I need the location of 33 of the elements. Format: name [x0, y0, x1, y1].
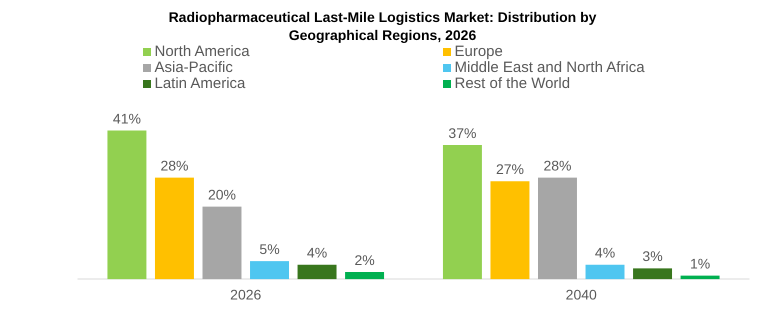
data-label: 41%: [112, 110, 141, 126]
x-tick-label: 2026: [230, 286, 262, 302]
bar: [298, 264, 337, 280]
legend-label: North America: [154, 43, 251, 60]
data-label: 3%: [642, 248, 663, 264]
data-label: 4%: [594, 244, 616, 261]
bar: [442, 145, 482, 280]
legend-label: Rest of the World: [454, 75, 572, 92]
bar: [538, 178, 577, 280]
data-label: 20%: [208, 186, 236, 203]
data-label: 28%: [543, 158, 572, 174]
legend-label: Latin America: [154, 75, 246, 92]
data-label: 27%: [496, 161, 524, 178]
x-tick-label: 2040: [566, 286, 598, 302]
bar: [586, 264, 624, 280]
bar: [345, 272, 384, 280]
bar: [202, 206, 242, 280]
bar: [154, 178, 194, 280]
data-label: 2%: [354, 252, 375, 268]
data-label: 1%: [690, 255, 710, 272]
bar: [107, 130, 146, 280]
legend-label: Asia-Pacific: [154, 59, 234, 76]
data-label: 5%: [259, 240, 280, 257]
chart-title: Radiopharmaceutical Last-Mile Logistics Market: Distribution by Geographical Regions, 2026: [168, 8, 598, 44]
bar: [250, 261, 289, 280]
bar: [490, 181, 530, 280]
bar: [633, 268, 672, 280]
data-label: 37%: [448, 124, 476, 141]
data-label: 28%: [160, 158, 188, 174]
legend-label: Europe: [454, 43, 504, 60]
data-label: 4%: [306, 244, 328, 261]
bar: [680, 276, 720, 280]
legend-label: Middle East and North Africa: [454, 59, 646, 76]
